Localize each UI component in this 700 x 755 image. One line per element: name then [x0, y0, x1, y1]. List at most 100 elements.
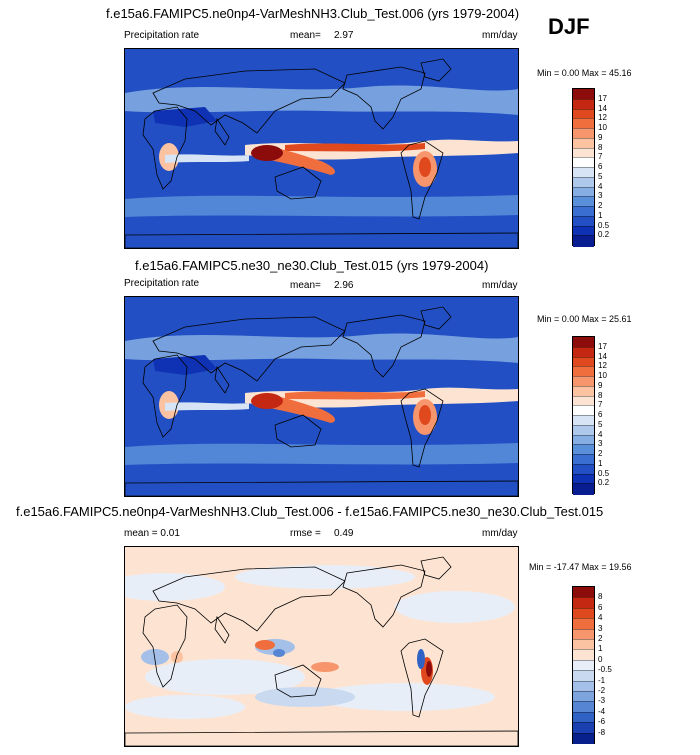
- coastline: [342, 66, 426, 130]
- colorbar-swatch: [573, 196, 594, 208]
- colorbar-swatch: [573, 225, 594, 237]
- colorbar-swatch: [573, 463, 594, 475]
- colorbar-tick-label: 2: [598, 634, 603, 643]
- colorbar-tick-label: 4: [598, 429, 603, 439]
- colorbar-tick-label: 1: [598, 458, 603, 468]
- colorbar-tick-label: 7: [598, 400, 603, 410]
- panel-1-colorbar: 17 14 12 10 9 8 7 6 5 4 3 2 1 0.5 0.2: [572, 88, 609, 247]
- colorbar-tick-label: -8: [598, 727, 606, 737]
- colorbar-swatch: [573, 235, 594, 247]
- colorbar-tick-label: 0.2: [598, 230, 610, 240]
- diff-anomaly: [315, 683, 495, 711]
- colorbar-swatch: [573, 98, 594, 110]
- colorbar-swatch: [573, 215, 594, 227]
- panel-1-mean-label: mean=: [290, 30, 321, 41]
- panel-1-title: f.e15a6.FAMIPC5.ne0np4-VarMeshNH3.Club_T…: [106, 6, 520, 21]
- colorbar-swatch: [573, 711, 594, 724]
- colorbar-swatch: [573, 137, 594, 149]
- panel-2-minmax: Min = 0.00 Max = 25.61: [537, 314, 632, 324]
- colorbar-swatch: [573, 147, 594, 159]
- indian-ocean-band: [165, 402, 249, 411]
- colorbar-swatch: [573, 157, 594, 169]
- coastline: [400, 638, 444, 718]
- colorbar-tick-label: 0: [598, 654, 603, 664]
- itcz-core: [285, 143, 425, 152]
- coastline: [400, 140, 444, 220]
- coastline: [125, 480, 518, 496]
- colorbar-tick-label: -4: [598, 706, 606, 716]
- colorbar-tick-label: 3: [598, 623, 603, 633]
- colorbar-swatch: [573, 356, 594, 368]
- colorbar-tick-label: -3: [598, 696, 606, 706]
- colorbar-swatch: [573, 618, 594, 631]
- colorbar-swatch: [573, 473, 594, 485]
- map-svg: [125, 547, 518, 746]
- colorbar-tick-label: 10: [598, 123, 607, 132]
- diff-negative: [417, 649, 425, 669]
- coastline: [420, 306, 452, 330]
- colorbar-swatch: [573, 346, 594, 358]
- colorbar-swatch: [573, 670, 594, 683]
- panel-3-colorbar: 8 6 4 3 2 1 0 -0.5 -1 -2 -3 -4 -6 -8: [572, 586, 612, 745]
- diff-anomaly: [255, 687, 355, 707]
- colorbar-tick-label: -1: [598, 675, 606, 685]
- coastline: [214, 365, 230, 394]
- colorbar-tick-label: 2: [598, 449, 603, 458]
- colorbar-tick-label: -2: [598, 686, 606, 695]
- colorbar-tick-label: 6: [598, 162, 603, 171]
- colorbar-swatch: [573, 444, 594, 456]
- colorbar-swatch: [573, 597, 594, 610]
- colorbar-swatch: [573, 649, 594, 662]
- panel-1-variable: Precipitation rate: [124, 30, 200, 41]
- colorbar-swatch: [573, 701, 594, 714]
- colorbar-swatch: [573, 186, 594, 198]
- colorbar-tick-label: 8: [598, 142, 603, 152]
- colorbar-swatch: [573, 405, 594, 417]
- colorbar-swatch: [573, 118, 594, 130]
- colorbar-swatch: [573, 659, 594, 672]
- colorbar-swatch: [573, 454, 594, 466]
- panel-2-variable: Precipitation rate: [124, 278, 200, 289]
- amazon-core: [419, 157, 431, 177]
- map-svg: [125, 49, 518, 248]
- coastline: [152, 316, 346, 382]
- diff-positive: [311, 662, 339, 672]
- maritime-continent-max: [251, 393, 283, 409]
- storm-track-south: [125, 195, 518, 217]
- panel-1-minmax: Min = 0.00 Max = 45.16: [537, 68, 632, 78]
- diff-anomaly: [141, 649, 169, 665]
- coastline: [342, 564, 426, 628]
- colorbar-tick-label: 9: [598, 380, 603, 390]
- diff-negative: [273, 649, 285, 657]
- colorbar-tick-label: 8: [598, 390, 603, 400]
- colorbar-swatch: [573, 415, 594, 427]
- map-svg: [125, 297, 518, 496]
- colorbar-tick-label: 3: [598, 439, 603, 449]
- colorbar-tick-label: 8: [598, 592, 603, 602]
- itcz-core: [285, 391, 425, 400]
- coastline: [400, 388, 444, 468]
- coastline: [142, 106, 188, 190]
- colorbar-tick-label: 17: [598, 93, 607, 103]
- coastline: [420, 556, 452, 580]
- colorbar-swatch: [573, 628, 594, 641]
- coastline: [342, 314, 426, 378]
- coastline: [125, 730, 518, 746]
- diff-anomaly: [145, 659, 305, 695]
- panel-3-rmse-value: 0.49: [334, 528, 354, 539]
- colorbar-swatch: [573, 337, 594, 348]
- season-label: DJF: [548, 14, 590, 39]
- colorbar-tick-label: 12: [598, 361, 607, 371]
- diff-anomaly: [125, 695, 245, 719]
- colorbar-tick-label: 1: [598, 210, 603, 220]
- colorbar-tick-label: 14: [598, 351, 607, 361]
- coastline: [274, 664, 322, 698]
- colorbar-swatch: [573, 639, 594, 651]
- panel-3-map: [124, 546, 519, 747]
- diff-positive: [426, 661, 432, 677]
- colorbar-tick-label: 0.5: [598, 220, 610, 230]
- colorbar-tick-label: 4: [598, 613, 603, 623]
- colorbar-swatch: [573, 587, 594, 598]
- colorbar-swatch: [573, 607, 594, 620]
- colorbar-swatch: [573, 434, 594, 446]
